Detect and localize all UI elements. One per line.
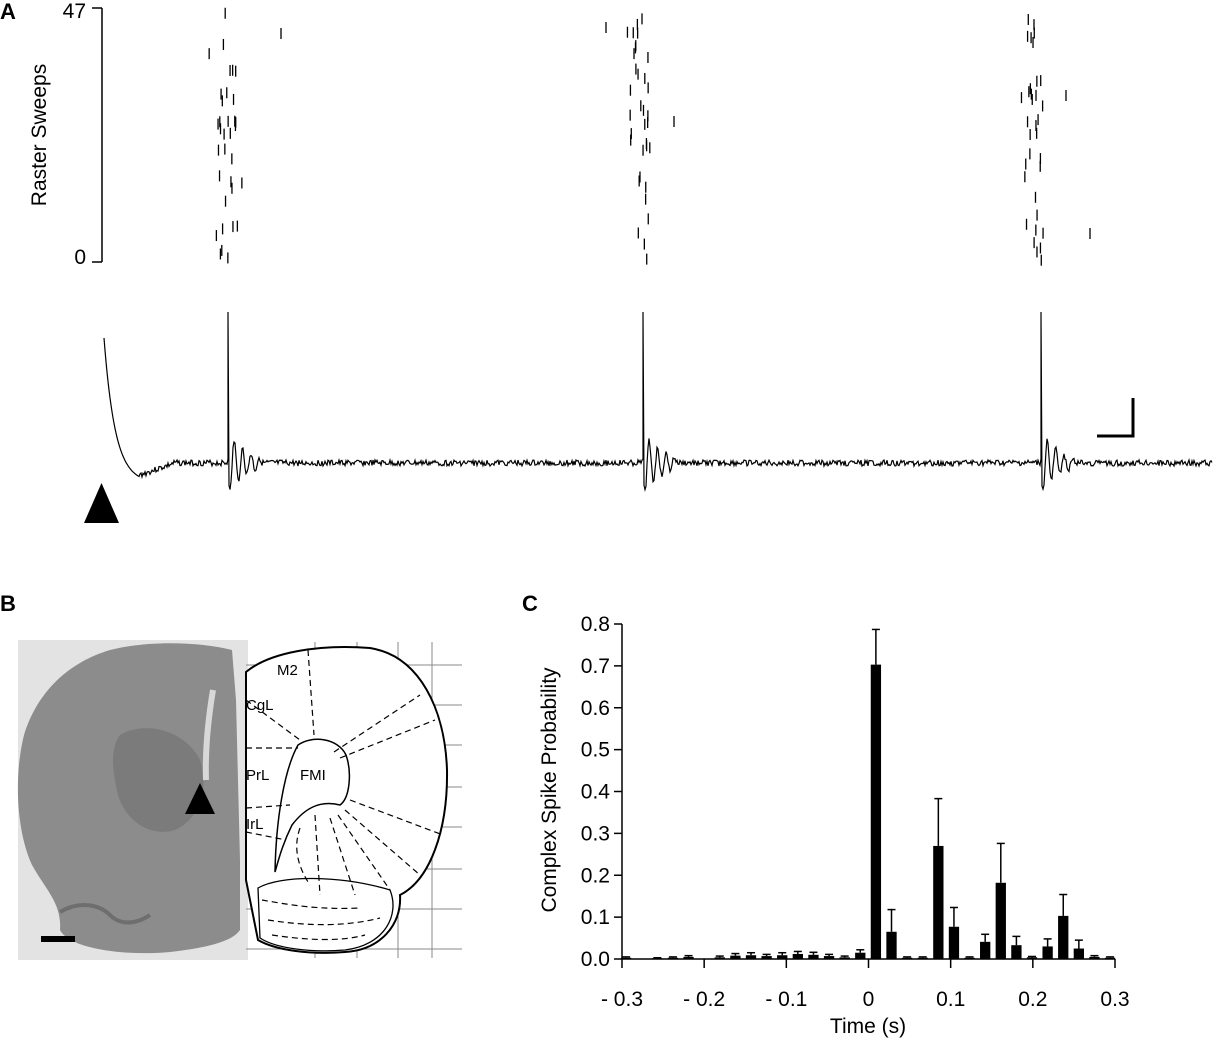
chart-c-bar	[1073, 948, 1084, 959]
panel-c-letter: C	[522, 591, 538, 616]
chart-c-bar	[886, 931, 897, 959]
raster-y-tick-label-top: 47	[63, 0, 86, 23]
chart-c-bar	[792, 953, 803, 959]
atlas-striatum-outline	[257, 877, 394, 952]
atlas-label-cgl: CgL	[246, 697, 274, 714]
complex-spike-probability-chart: Complex Spike Probability Time (s) 0.0 0.…	[538, 613, 1130, 1038]
chart-c-bar	[901, 957, 913, 959]
chart-c-x-axis-label: Time (s)	[830, 1015, 906, 1038]
chart-c-bar	[870, 664, 882, 959]
chart-c-bar	[808, 954, 819, 959]
chart-c-x-tick-label: 0	[863, 988, 875, 1011]
atlas-region-borders	[245, 649, 444, 941]
chart-c-bar	[1011, 945, 1022, 959]
atlas-fmi-outline	[274, 738, 351, 873]
recording-site-arrowhead-icon	[185, 783, 215, 814]
chart-c-x-tick-label: - 0.2	[683, 988, 725, 1011]
stimulus-arrowhead-icon	[84, 483, 119, 523]
chart-c-bar	[620, 957, 632, 959]
trace-scale-bar	[1097, 398, 1135, 438]
raster-spike-ticks	[208, 7, 1091, 266]
chart-c-bar	[823, 956, 835, 959]
chart-c-bar	[730, 955, 741, 959]
chart-c-bar	[839, 957, 850, 959]
raster-y-axis-label: Raster Sweeps	[28, 64, 51, 206]
chart-c-y-tick-label: 0.8	[581, 613, 610, 636]
atlas-label-fmi: FMI	[300, 767, 326, 784]
chart-c-x-tick-label: - 0.1	[765, 988, 807, 1011]
atlas-hemisphere-outline	[245, 646, 449, 954]
chart-c-y-tick-label: 0.4	[581, 781, 611, 804]
atlas-label-m2: M2	[277, 662, 298, 679]
chart-c-x-tick-label: 0.2	[1018, 988, 1047, 1011]
chart-c-bar	[1089, 956, 1100, 959]
raster-y-tick-label-bottom: 0	[74, 246, 86, 269]
chart-c-bar	[745, 955, 757, 959]
slice-electrode-track	[202, 689, 216, 781]
chart-c-bar	[1026, 957, 1038, 959]
chart-c-x-tick-label: - 0.3	[601, 988, 643, 1011]
chart-c-bar	[964, 957, 975, 959]
chart-c-y-tick-label: 0.2	[581, 864, 610, 887]
panel-b: B	[0, 591, 462, 960]
atlas-label-irl: IrL	[246, 816, 264, 833]
chart-c-bar	[980, 941, 991, 959]
chart-c-y-tick-label: 0.0	[581, 948, 610, 971]
chart-c-x-tick-label: 0.1	[936, 988, 965, 1011]
panel-a-letter: A	[0, 0, 16, 24]
slice-inner-region	[113, 728, 204, 832]
voltage-trace	[103, 311, 1213, 492]
chart-c-bar	[683, 956, 694, 959]
chart-c-bar	[1042, 946, 1053, 959]
chart-c-bar	[777, 955, 788, 959]
panel-a: A 47 0 Raster Sweeps	[0, 0, 1213, 523]
panel-c: C Complex Spike Probability Time (s) 0.0…	[522, 591, 1130, 1038]
atlas-label-prl: PrL	[246, 767, 269, 784]
chart-c-y-tick-label: 0.3	[581, 822, 610, 845]
chart-c-bar	[761, 956, 772, 959]
chart-c-bar	[714, 957, 725, 959]
chart-c-bar	[1104, 957, 1116, 959]
chart-c-bar	[917, 957, 928, 959]
slice-cortex-fold	[58, 903, 152, 925]
chart-c-bar	[652, 958, 663, 960]
chart-c-bar	[1058, 915, 1069, 959]
chart-c-bar	[995, 882, 1006, 959]
chart-c-y-tick-label: 0.1	[581, 906, 610, 929]
chart-c-bar	[948, 926, 960, 959]
slice-scale-bar	[41, 936, 75, 942]
chart-c-bar	[667, 957, 679, 959]
panel-b-letter: B	[0, 591, 16, 616]
chart-c-y-tick-label: 0.6	[581, 697, 610, 720]
chart-c-y-tick-label: 0.5	[581, 739, 610, 762]
chart-c-bar	[933, 845, 944, 959]
chart-c-y-tick-label: 0.7	[581, 655, 610, 678]
chart-c-x-tick-label: 0.3	[1100, 988, 1129, 1011]
chart-c-bar	[855, 952, 866, 959]
chart-c-y-axis-label: Complex Spike Probability	[538, 667, 561, 913]
